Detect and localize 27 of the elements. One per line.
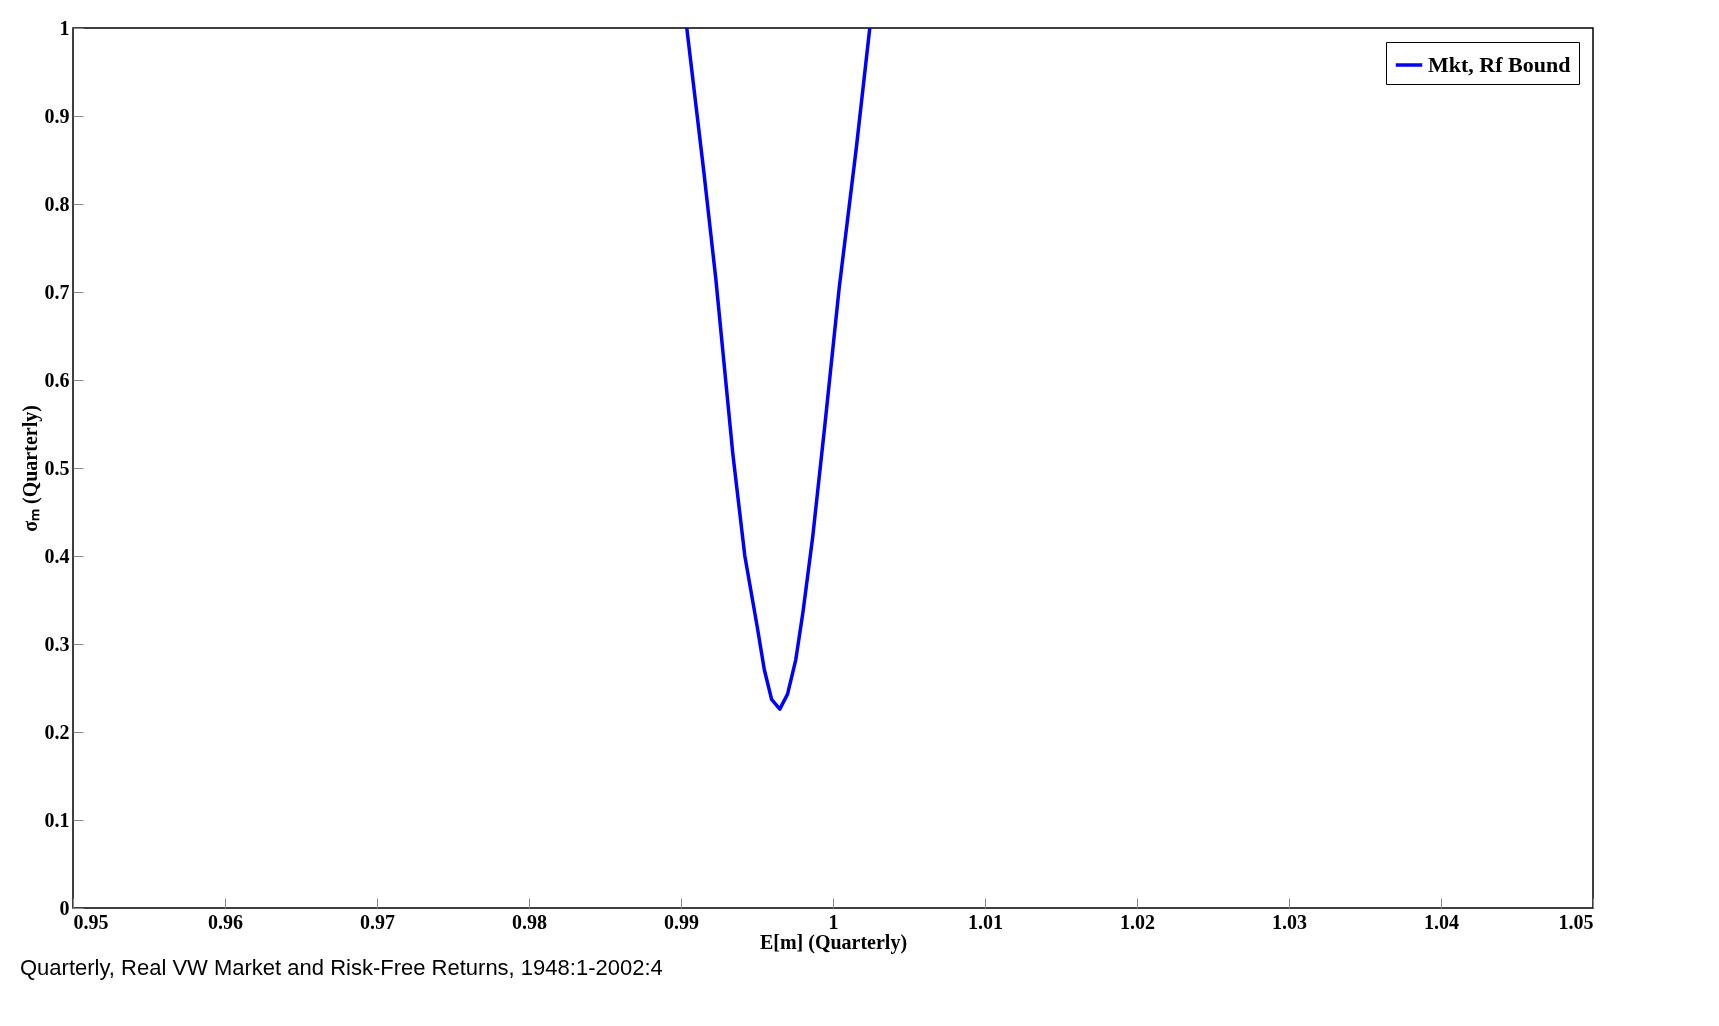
y-tick-label: 0.1	[44, 808, 70, 831]
text: Quarterly, Real VW Market and Risk-Free Returns, 1948:1-2002:4	[20, 955, 663, 980]
y-tick-label: 0.8	[44, 192, 70, 215]
x-tick-label: 0.95	[73, 910, 109, 933]
x-tick-label: 1.04	[1424, 910, 1459, 933]
y-tick-label: 0.4	[44, 544, 70, 567]
x-tick-label: 1	[828, 910, 839, 933]
x-tick-label: 0.96	[208, 910, 243, 933]
line-series	[685, 28, 872, 711]
y-tick-label: 0	[59, 896, 70, 919]
y-axis-title: σₘ (Quarterly)	[18, 405, 42, 532]
y-tick-label: 0.3	[44, 632, 70, 655]
x-tick-label: 1.03	[1272, 910, 1307, 933]
x-tick-label: 0.98	[512, 910, 547, 933]
legend-label: Mkt, Rf Bound	[1428, 52, 1571, 77]
x-axis-title: E[m] (Quarterly)	[759, 930, 908, 954]
y-tick-label: 0.2	[44, 720, 70, 743]
y-tick-label: 0.7	[44, 280, 70, 303]
y-tick-label: 0.5	[44, 456, 70, 479]
x-tick-label: 0.99	[664, 910, 699, 933]
x-tick-label: 1.02	[1120, 910, 1155, 933]
x-tick-label: 0.97	[360, 910, 395, 933]
x-tick-label: 1.05	[1558, 910, 1594, 933]
y-tick-label: 1	[59, 16, 70, 39]
y-tick-label: 0.6	[44, 368, 70, 391]
y-tick-label: 0.9	[44, 104, 70, 127]
x-tick-label: 1.01	[968, 910, 1003, 933]
